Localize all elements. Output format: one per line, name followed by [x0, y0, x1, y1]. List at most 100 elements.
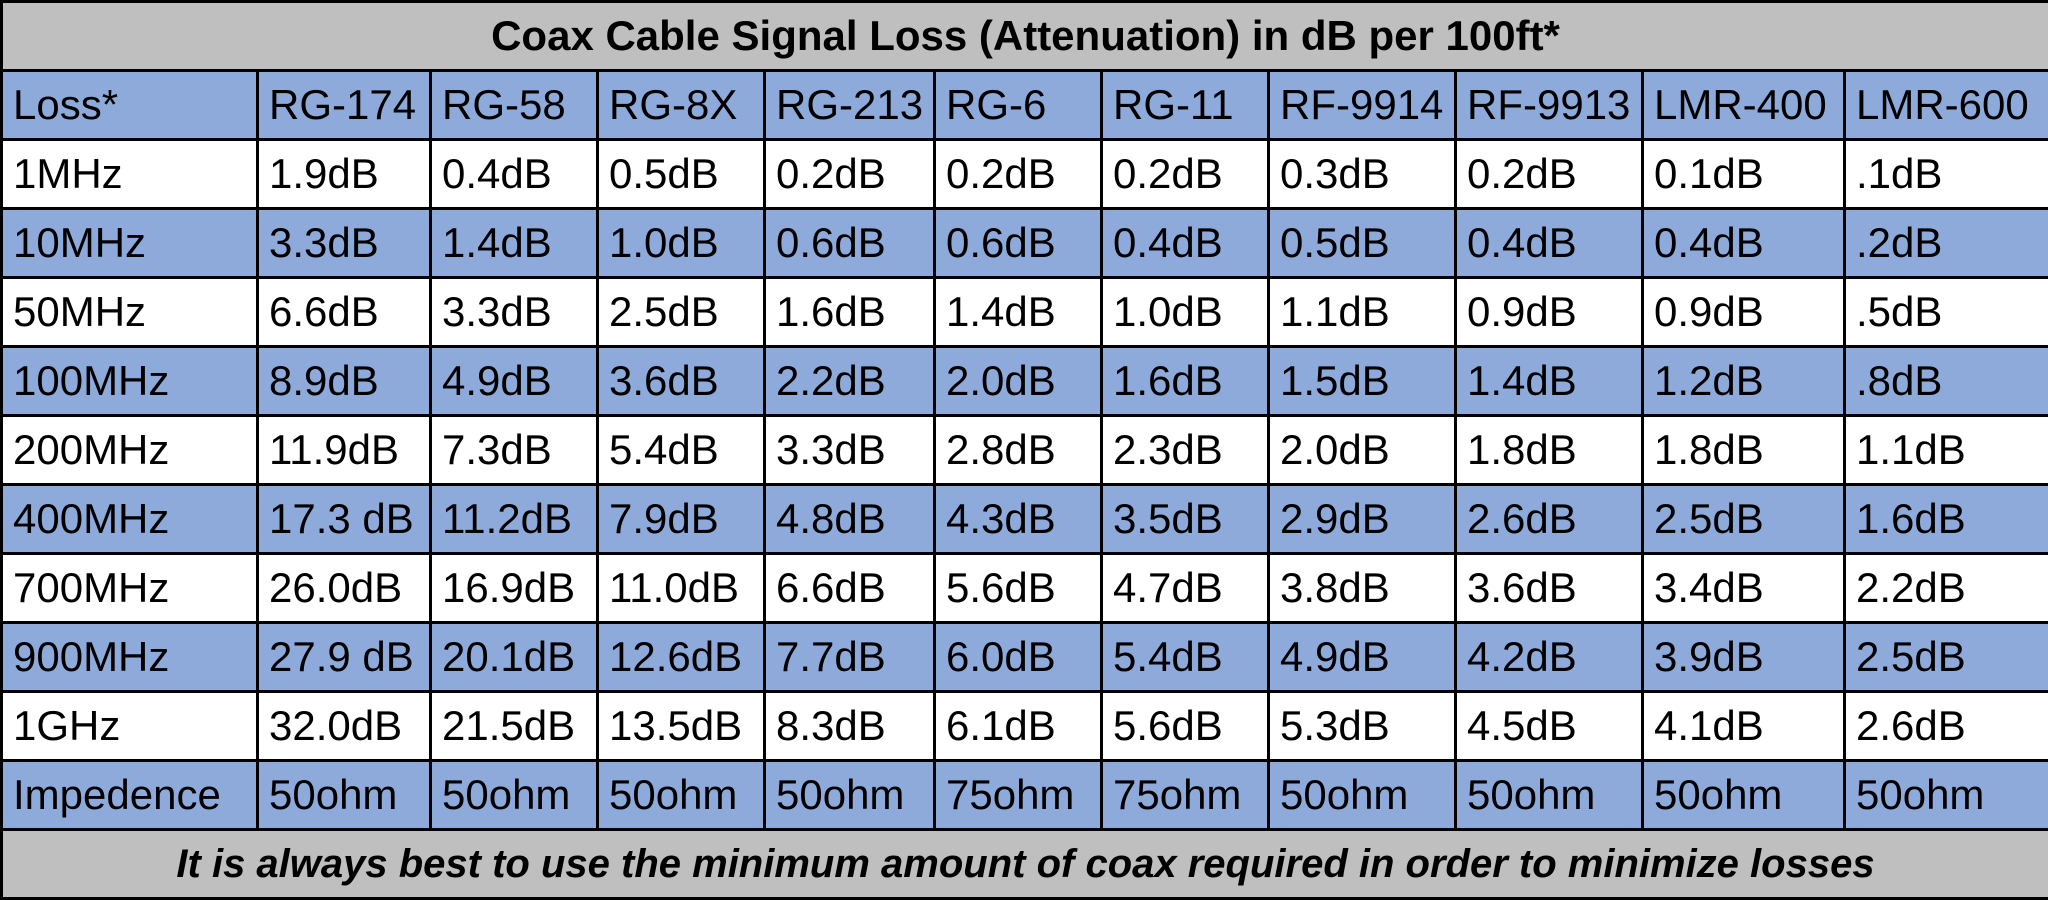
header-cell-cable: RG-213 [765, 71, 935, 140]
header-cell-cable: RG-58 [431, 71, 598, 140]
value-cell: 50ohm [1269, 761, 1456, 830]
value-cell: 0.2dB [1102, 140, 1269, 209]
value-cell: 7.9dB [598, 485, 765, 554]
value-cell: 2.9dB [1269, 485, 1456, 554]
value-cell: 4.7dB [1102, 554, 1269, 623]
value-cell: 2.5dB [598, 278, 765, 347]
value-cell: 1.4dB [431, 209, 598, 278]
row-label-cell: Impedence [2, 761, 258, 830]
value-cell: 0.5dB [598, 140, 765, 209]
value-cell: 0.2dB [765, 140, 935, 209]
value-cell: 8.3dB [765, 692, 935, 761]
value-cell: 2.3dB [1102, 416, 1269, 485]
header-cell-cable: RG-11 [1102, 71, 1269, 140]
value-cell: 0.5dB [1269, 209, 1456, 278]
value-cell: 4.9dB [1269, 623, 1456, 692]
row-label-cell: 100MHz [2, 347, 258, 416]
value-cell: 6.6dB [765, 554, 935, 623]
row-label-cell: 50MHz [2, 278, 258, 347]
value-cell: 1.6dB [1845, 485, 2048, 554]
value-cell: 4.8dB [765, 485, 935, 554]
row-label-cell: 1GHz [2, 692, 258, 761]
value-cell: 3.3dB [431, 278, 598, 347]
value-cell: 1.1dB [1269, 278, 1456, 347]
value-cell: 12.6dB [598, 623, 765, 692]
value-cell: 20.1dB [431, 623, 598, 692]
header-cell-cable: RF-9913 [1456, 71, 1643, 140]
value-cell: 26.0dB [258, 554, 431, 623]
row-label-cell: 700MHz [2, 554, 258, 623]
value-cell: 0.9dB [1456, 278, 1643, 347]
value-cell: 2.8dB [935, 416, 1102, 485]
value-cell: 5.4dB [1102, 623, 1269, 692]
value-cell: 3.9dB [1643, 623, 1845, 692]
title-row: Coax Cable Signal Loss (Attenuation) in … [2, 2, 2048, 71]
value-cell: 3.8dB [1269, 554, 1456, 623]
value-cell: 3.6dB [1456, 554, 1643, 623]
value-cell: 8.9dB [258, 347, 431, 416]
value-cell: .5dB [1845, 278, 2048, 347]
value-cell: .1dB [1845, 140, 2048, 209]
value-cell: 4.3dB [935, 485, 1102, 554]
value-cell: 2.5dB [1845, 623, 2048, 692]
value-cell: 11.0dB [598, 554, 765, 623]
value-cell: 1.1dB [1845, 416, 2048, 485]
value-cell: 0.3dB [1269, 140, 1456, 209]
value-cell: 3.3dB [765, 416, 935, 485]
value-cell: 27.9 dB [258, 623, 431, 692]
value-cell: 1.6dB [1102, 347, 1269, 416]
value-cell: 0.9dB [1643, 278, 1845, 347]
value-cell: 1.4dB [935, 278, 1102, 347]
header-cell-cable: RG-6 [935, 71, 1102, 140]
value-cell: 4.2dB [1456, 623, 1643, 692]
footer-row: It is always best to use the minimum amo… [2, 830, 2048, 899]
value-cell: 4.5dB [1456, 692, 1643, 761]
value-cell: 50ohm [431, 761, 598, 830]
value-cell: 11.2dB [431, 485, 598, 554]
loss-table-container: Coax Cable Signal Loss (Attenuation) in … [0, 0, 2048, 870]
value-cell: 4.1dB [1643, 692, 1845, 761]
value-cell: 5.6dB [935, 554, 1102, 623]
row-label-cell: 400MHz [2, 485, 258, 554]
value-cell: 3.4dB [1643, 554, 1845, 623]
header-cell-cable: LMR-400 [1643, 71, 1845, 140]
value-cell: 50ohm [765, 761, 935, 830]
value-cell: 6.1dB [935, 692, 1102, 761]
value-cell: 0.4dB [1643, 209, 1845, 278]
value-cell: 1.5dB [1269, 347, 1456, 416]
value-cell: 16.9dB [431, 554, 598, 623]
header-cell-cable: LMR-600 [1845, 71, 2048, 140]
header-cell-cable: RF-9914 [1269, 71, 1456, 140]
value-cell: 2.6dB [1456, 485, 1643, 554]
value-cell: 50ohm [1643, 761, 1845, 830]
value-cell: 6.0dB [935, 623, 1102, 692]
value-cell: 75ohm [935, 761, 1102, 830]
value-cell: 2.0dB [935, 347, 1102, 416]
value-cell: 1.8dB [1456, 416, 1643, 485]
value-cell: 0.6dB [765, 209, 935, 278]
value-cell: 11.9dB [258, 416, 431, 485]
value-cell: 13.5dB [598, 692, 765, 761]
header-cell-cable: RG-174 [258, 71, 431, 140]
value-cell: 2.0dB [1269, 416, 1456, 485]
value-cell: 1.2dB [1643, 347, 1845, 416]
value-cell: 2.2dB [1845, 554, 2048, 623]
value-cell: 0.4dB [1456, 209, 1643, 278]
value-cell: .8dB [1845, 347, 2048, 416]
value-cell: 3.6dB [598, 347, 765, 416]
value-cell: 0.6dB [935, 209, 1102, 278]
value-cell: 50ohm [258, 761, 431, 830]
value-cell: 1.0dB [1102, 278, 1269, 347]
value-cell: 0.1dB [1643, 140, 1845, 209]
value-cell: 2.2dB [765, 347, 935, 416]
value-cell: 6.6dB [258, 278, 431, 347]
